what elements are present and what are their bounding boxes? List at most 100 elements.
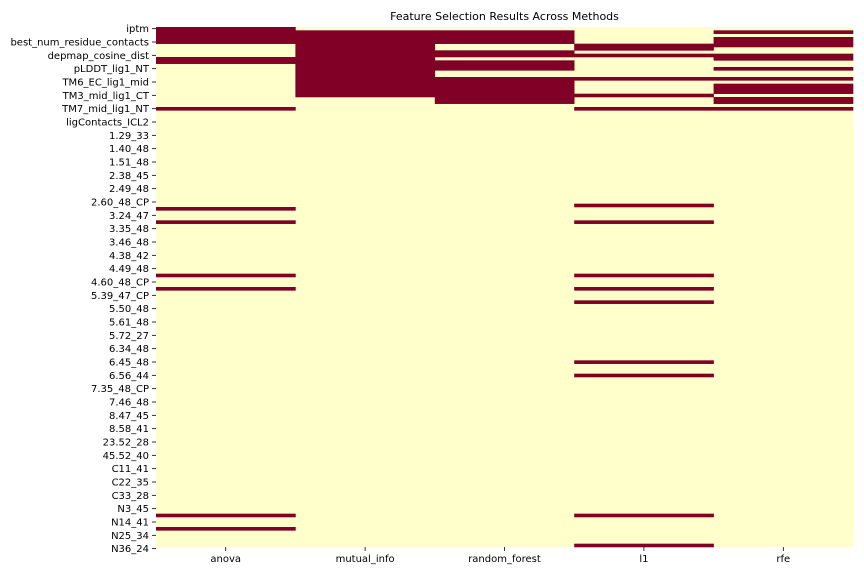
- x-tick-label: mutual_info: [336, 554, 395, 565]
- heatmap-cell-selected: [434, 80, 575, 84]
- heatmap-cell-selected: [574, 220, 714, 224]
- y-tick-label: 5.50_48: [109, 304, 149, 315]
- x-tick-label: random_forest: [468, 554, 541, 565]
- heatmap-cell-selected: [574, 373, 714, 378]
- y-tick-label: 1.40_48: [109, 144, 149, 155]
- heatmap-cell-selected: [713, 53, 854, 58]
- heatmap-cell-selected: [574, 43, 714, 48]
- heatmap-cell-selected: [434, 100, 575, 104]
- heatmap-cell-selected: [574, 53, 714, 58]
- heatmap-cell-selected: [434, 93, 575, 98]
- heatmap-cell-selected: [713, 100, 854, 104]
- heatmap-column-mutual-info: [295, 27, 436, 547]
- heatmap-cell-selected: [156, 37, 296, 41]
- y-tick-label: 1.29_33: [109, 131, 149, 142]
- heatmap-cell-selected: [574, 287, 714, 291]
- heatmap-cell-selected: [713, 57, 854, 61]
- heatmap-cell-selected: [295, 87, 436, 91]
- heatmap-column-rfe: [713, 27, 854, 547]
- y-tick-label: C22_35: [112, 478, 149, 489]
- y-tick-label: 6.34_48: [109, 344, 149, 355]
- y-tick-label: 2.60_48_CP: [91, 198, 149, 209]
- y-tick-label: best_num_residue_contacts: [10, 38, 149, 49]
- heatmap-cells: [156, 27, 854, 548]
- heatmap-cell-selected: [574, 273, 714, 278]
- heatmap-cell-selected: [295, 53, 436, 58]
- heatmap-cell-selected: [434, 37, 575, 41]
- y-tick-label: depmap_cosine_dist: [48, 51, 149, 62]
- y-tick-label: N3_45: [117, 504, 149, 515]
- heatmap-cell-selected: [713, 37, 854, 41]
- heatmap-cell-selected: [295, 83, 436, 88]
- heatmap-cell-selected: [574, 203, 714, 208]
- y-tick-label: 45.52_40: [103, 451, 149, 462]
- heatmap-column-random-forest: [434, 27, 575, 547]
- y-tick-label: pLDDT_lig1_NT: [74, 64, 150, 75]
- heatmap-cell-selected: [295, 33, 436, 38]
- y-tick-label: 3.46_48: [109, 238, 149, 249]
- heatmap-cell-selected: [713, 97, 854, 101]
- heatmap-cell-selected: [713, 83, 854, 88]
- heatmap-cell-selected: [574, 360, 714, 364]
- heatmap-cell-selected: [156, 57, 296, 61]
- heatmap-cell-selected: [156, 27, 296, 31]
- y-tick-label: 2.49_48: [109, 184, 149, 195]
- y-tick-label: 2.38_45: [109, 171, 149, 182]
- heatmap-cell-selected: [434, 83, 575, 88]
- heatmap-cell-selected: [574, 513, 714, 518]
- y-tick-label: TM3_mid_lig1_CT: [62, 91, 150, 102]
- y-tick-label: iptm: [126, 24, 149, 35]
- heatmap-cell-selected: [295, 60, 436, 64]
- y-tick-label: 1.51_48: [109, 158, 149, 169]
- y-tick-label: 4.60_48_CP: [91, 278, 149, 289]
- heatmap-cell-selected: [156, 40, 296, 44]
- heatmap-cell-selected: [156, 527, 296, 531]
- y-tick-label: N25_34: [111, 531, 149, 542]
- heatmap-cell-selected: [156, 220, 296, 224]
- heatmap-cell-selected: [434, 63, 575, 68]
- heatmap-cell-selected: [713, 107, 854, 111]
- heatmap-cell-selected: [295, 67, 436, 71]
- heatmap-cell-selected: [434, 30, 575, 34]
- heatmap-cell-selected: [295, 93, 436, 98]
- heatmap-cell-selected: [434, 50, 575, 54]
- heatmap-cell-selected: [434, 40, 575, 44]
- chart-title: Feature Selection Results Across Methods: [390, 10, 619, 23]
- heatmap-cell-selected: [434, 77, 575, 81]
- y-tick-label: 5.72_27: [109, 331, 149, 342]
- heatmap-cell-selected: [156, 30, 296, 34]
- x-tick-label: rfe: [776, 554, 790, 565]
- heatmap-cell-selected: [574, 107, 714, 111]
- heatmap-cell-selected: [574, 47, 714, 51]
- heatmap-cell-selected: [156, 33, 296, 38]
- y-tick-label: 6.45_48: [109, 358, 149, 369]
- heatmap-cell-selected: [434, 97, 575, 101]
- heatmap-cell-selected: [434, 87, 575, 91]
- heatmap-cell-selected: [713, 30, 854, 34]
- heatmap-cell-selected: [434, 33, 575, 38]
- y-tick-label: TM7_mid_lig1_NT: [61, 104, 150, 115]
- heatmap-cell-selected: [713, 77, 854, 81]
- y-tick-label: 23.52_28: [103, 438, 149, 449]
- heatmap-cell-selected: [295, 63, 436, 68]
- y-tick-label: 4.49_48: [109, 264, 149, 275]
- heatmap-cell-selected: [295, 43, 436, 48]
- heatmap-cell-selected: [434, 67, 575, 71]
- heatmap-cell-selected: [156, 107, 296, 111]
- heatmap-cell-selected: [295, 77, 436, 81]
- y-tick-label: 4.38_42: [109, 251, 149, 262]
- x-tick-label: anova: [210, 554, 241, 565]
- heatmap-cell-selected: [434, 90, 575, 94]
- heatmap-cell-selected: [295, 73, 436, 78]
- heatmap-cell-selected: [156, 207, 296, 211]
- heatmap-cell-selected: [713, 40, 854, 44]
- heatmap-cell-selected: [574, 543, 714, 548]
- heatmap-cell-selected: [434, 53, 575, 58]
- heatmap-cell-selected: [713, 87, 854, 91]
- heatmap-cell-selected: [295, 30, 436, 34]
- y-tick-label: 8.58_41: [109, 424, 149, 435]
- y-tick-label: N14_41: [111, 518, 149, 529]
- y-tick-label: 5.61_48: [109, 318, 149, 329]
- y-tick-label: 7.46_48: [109, 398, 149, 409]
- y-tick-label: 7.35_48_CP: [91, 384, 149, 395]
